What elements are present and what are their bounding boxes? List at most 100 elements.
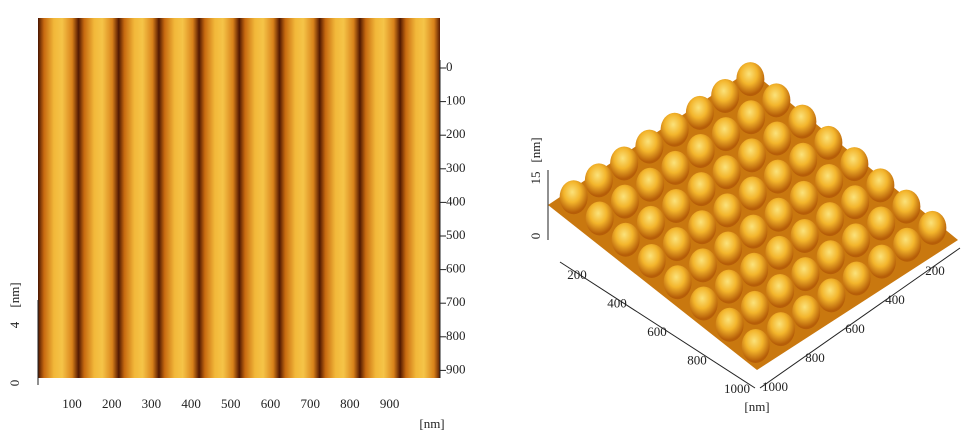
surface-bump: [892, 190, 920, 224]
x-tick-label: 400: [181, 396, 201, 411]
surface-bump: [738, 138, 766, 172]
unit: [nm]: [744, 399, 769, 414]
surface-bump: [662, 189, 690, 223]
surface-bump: [868, 245, 896, 279]
surface-bump: [637, 206, 665, 240]
left-tick-label: 800: [687, 352, 707, 367]
right-panel: 20040060080010002004006008001000[nm]015[…: [528, 62, 960, 414]
left-tick-label: 200: [567, 267, 587, 282]
right-tick-label: 1000: [762, 379, 788, 394]
z-tick-label: 4: [7, 321, 22, 328]
x-tick-label: 800: [340, 396, 360, 411]
surface-bump: [791, 257, 819, 291]
figure: 0100200300400500600700800900100200300400…: [0, 0, 963, 434]
surface-bump: [716, 308, 744, 342]
surface-bump: [766, 274, 794, 308]
surface-bump: [612, 223, 640, 257]
y-tick-label: 300: [446, 160, 466, 175]
surface-bump: [816, 202, 844, 236]
surface-bump: [741, 291, 769, 325]
x-tick-label: 600: [261, 396, 281, 411]
surface-bump: [661, 151, 689, 185]
surface-bump: [765, 198, 793, 232]
surface-bump: [817, 278, 845, 312]
surface-bump: [586, 201, 614, 235]
surface-bump: [763, 121, 791, 155]
surface-bump: [843, 261, 871, 295]
surface-bump: [815, 164, 843, 198]
surface-bump: [638, 244, 666, 278]
surface-bump: [585, 163, 613, 197]
surface-bump: [791, 219, 819, 253]
surface-bump: [636, 168, 664, 202]
surface-bump: [690, 286, 718, 320]
surface-bump: [866, 168, 894, 202]
y-tick-label: 500: [446, 227, 466, 242]
surface-bump: [739, 215, 767, 249]
surface-bump: [689, 248, 717, 282]
x-unit: [nm]: [419, 416, 444, 431]
surface-bump: [736, 62, 764, 96]
surface-bump: [840, 147, 868, 181]
surface-bump: [790, 181, 818, 215]
x-tick-label: 500: [221, 396, 241, 411]
surface-bump: [686, 96, 714, 130]
surface-bump: [635, 130, 663, 164]
y-tick-label: 400: [446, 193, 466, 208]
left-tick-label: 400: [607, 295, 627, 310]
z-unit: [nm]: [7, 282, 22, 307]
surface-bump: [687, 172, 715, 206]
surface-bump: [688, 210, 716, 244]
z-tick-label: 0: [528, 233, 543, 240]
surface-bump: [560, 180, 588, 214]
surface-bump: [711, 79, 739, 113]
y-tick-label: 100: [446, 93, 466, 108]
y-tick-label: 800: [446, 328, 466, 343]
surface-bump: [842, 223, 870, 257]
surface-bump: [762, 83, 790, 117]
y-tick-label: 0: [446, 59, 453, 74]
right-tick-label: 200: [925, 263, 945, 278]
x-tick-label: 900: [380, 396, 400, 411]
surface-bump: [788, 105, 816, 139]
surface-bump: [789, 143, 817, 177]
y-tick-label: 900: [446, 361, 466, 376]
surface-bump: [737, 100, 765, 134]
surface-bump: [687, 134, 715, 168]
surface-bump: [611, 185, 639, 219]
surface-bump: [712, 117, 740, 151]
y-tick-label: 200: [446, 126, 466, 141]
stripe-image: [38, 18, 440, 378]
surface-bump: [610, 146, 638, 180]
x-tick-label: 300: [142, 396, 162, 411]
surface-bump: [742, 329, 770, 363]
right-tick-label: 400: [885, 292, 905, 307]
surface-bump: [663, 227, 691, 261]
surface-bump: [767, 312, 795, 346]
surface-bump: [893, 228, 921, 262]
left-tick-label: 1000: [724, 381, 750, 396]
right-tick-label: 800: [805, 350, 825, 365]
y-tick-label: 600: [446, 261, 466, 276]
surface-bump: [764, 160, 792, 194]
z-tick-label: 0: [7, 380, 22, 387]
surface-bump: [792, 295, 820, 329]
y-tick-label: 700: [446, 294, 466, 309]
surface-bump: [739, 176, 767, 210]
left-panel: 0 100 200 300 400 500 600 700 800 900 100 200 300 400…: [7, 18, 466, 431]
z-unit: [nm]: [528, 137, 543, 162]
surface-bump: [713, 193, 741, 227]
surface-bump: [661, 113, 689, 147]
x-tick-label: 200: [102, 396, 122, 411]
surface-bump: [740, 253, 768, 287]
surface-bump: [814, 126, 842, 160]
surface-bump: [867, 206, 895, 240]
surface-bump: [918, 211, 946, 245]
z-tick-label: 15: [528, 172, 543, 185]
surface-bump: [765, 236, 793, 270]
surface-bump: [664, 265, 692, 299]
x-tick-label: 700: [300, 396, 320, 411]
x-tick-label: 100: [62, 396, 82, 411]
surface-bump: [817, 240, 845, 274]
surface-bump: [714, 231, 742, 265]
